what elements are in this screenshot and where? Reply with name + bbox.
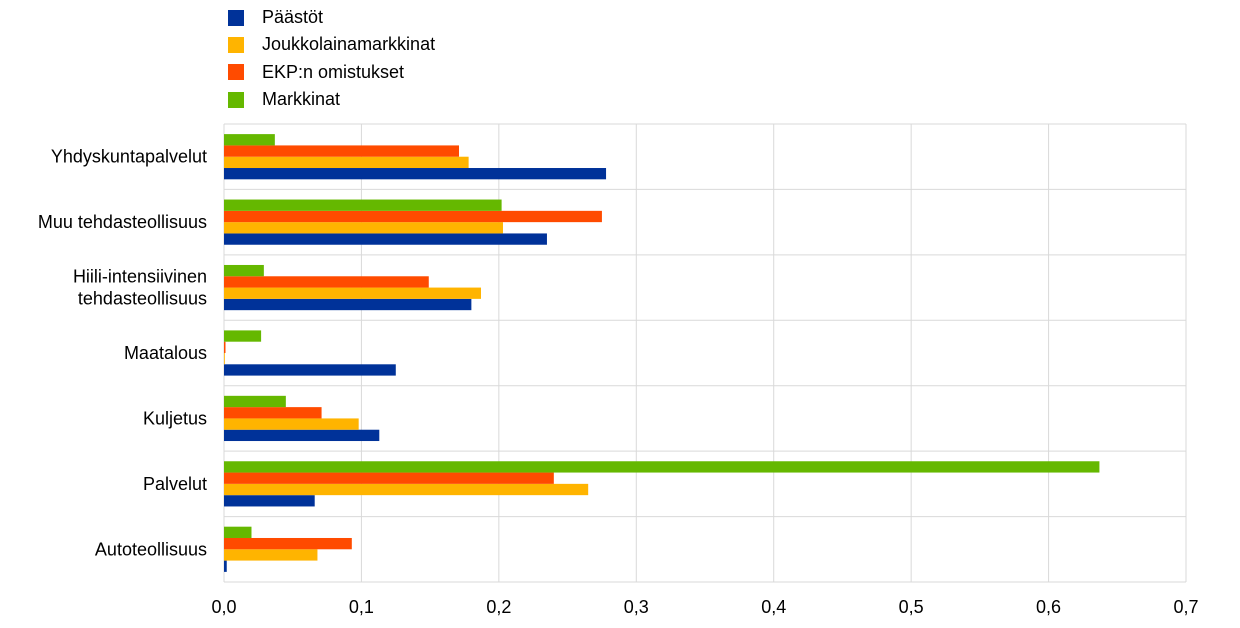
x-tick-label: 0,4 [761, 597, 786, 617]
category-label: Autoteollisuus [95, 539, 207, 559]
legend-swatch-markkinat [228, 91, 244, 108]
bar-joukkolainamarkkinat-palvelut [224, 483, 589, 496]
legend-label-ekp-omistukset: EKP:n omistukset [262, 61, 405, 82]
legend-item-markkinat: Markkinat [228, 86, 435, 113]
x-tick-label: 0,5 [899, 597, 924, 617]
bar-päästöt-palvelut [224, 495, 315, 507]
x-tick-label: 0,7 [1173, 597, 1198, 617]
bar-markkinat-muu-tehdasteollisuus [224, 199, 502, 211]
bar-markkinat-palvelut [224, 461, 1100, 473]
bar-joukkolainamarkkinat-hiili-intensiivinen-tehdasteollisuus [224, 287, 481, 299]
legend-swatch-paastot [228, 9, 244, 26]
legend-swatch-ekp-omistukset [228, 64, 244, 81]
bar-joukkolainamarkkinat-muu-tehdasteollisuus [224, 222, 503, 234]
bar-ekp-n-omistukset-maatalous [224, 341, 226, 353]
x-tick-label: 0,3 [624, 597, 649, 617]
legend-label-joukkolainamarkkinat: Joukkolainamarkkinat [262, 34, 436, 55]
category-label: Yhdyskuntapalvelut [51, 147, 207, 167]
category-label: Palvelut [143, 474, 207, 494]
category-label: Muu tehdasteollisuus [38, 212, 207, 232]
x-tick-label: 0,1 [349, 597, 374, 617]
bar-ekp-n-omistukset-autoteollisuus [224, 537, 352, 550]
bar-markkinat-maatalous [224, 330, 262, 342]
bar-päästöt-autoteollisuus [224, 560, 227, 572]
x-tick-label: 0,6 [1036, 597, 1061, 617]
bar-ekp-n-omistukset-muu-tehdasteollisuus [224, 210, 602, 223]
bar-joukkolainamarkkinat-maatalous [224, 353, 225, 365]
bar-päästöt-hiili-intensiivinen-tehdasteollisuus [224, 298, 472, 311]
bar-päästöt-muu-tehdasteollisuus [224, 233, 547, 245]
bar-päästöt-maatalous [224, 364, 396, 376]
category-label: tehdasteollisuus [78, 289, 207, 309]
legend-item-joukkolainamarkkinat: Joukkolainamarkkinat [228, 31, 435, 58]
category-label: Maatalous [124, 343, 207, 363]
category-label: Kuljetus [143, 408, 207, 428]
x-tick-label: 0,2 [486, 597, 511, 617]
bar-ekp-n-omistukset-palvelut [224, 472, 554, 484]
category-label: Hiili-intensiivinen [73, 267, 207, 287]
legend-label-paastot: Päästöt [262, 7, 324, 28]
legend-swatch-joukkolainamarkkinat [228, 36, 244, 53]
bar-ekp-n-omistukset-yhdyskuntapalvelut [224, 145, 460, 157]
bar-markkinat-autoteollisuus [224, 526, 252, 538]
bar-markkinat-yhdyskuntapalvelut [224, 134, 275, 146]
bar-joukkolainamarkkinat-autoteollisuus [224, 549, 318, 561]
legend-label-markkinat: Markkinat [262, 89, 341, 110]
legend-item-ekp-omistukset: EKP:n omistukset [228, 59, 435, 86]
legend: Päästöt Joukkolainamarkkinat EKP:n omist… [228, 4, 435, 113]
bar-markkinat-kuljetus [224, 395, 286, 408]
x-tick-label: 0,0 [211, 597, 236, 617]
legend-item-paastot: Päästöt [228, 4, 435, 31]
bar-ekp-n-omistukset-kuljetus [224, 407, 322, 419]
bar-ekp-n-omistukset-hiili-intensiivinen-tehdasteollisuus [224, 276, 429, 288]
bar-markkinat-hiili-intensiivinen-tehdasteollisuus [224, 264, 264, 277]
bar-joukkolainamarkkinat-kuljetus [224, 418, 359, 430]
bar-päästöt-kuljetus [224, 429, 380, 442]
bar-päästöt-yhdyskuntapalvelut [224, 168, 607, 180]
bar-joukkolainamarkkinat-yhdyskuntapalvelut [224, 156, 469, 169]
